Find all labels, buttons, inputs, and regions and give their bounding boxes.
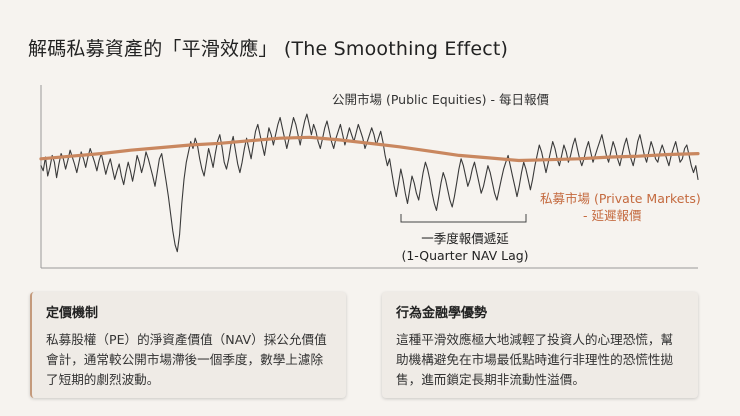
card-body: 私募股權（PE）的淨資產價值（NAV）採公允價值會計，通常較公開市場滯後一個季度… bbox=[46, 332, 327, 387]
card-heading: 行為金融學優勢 bbox=[396, 306, 488, 321]
lag-sublabel: (1-Quarter NAV Lag) bbox=[401, 248, 528, 263]
private-markets-line bbox=[39, 135, 700, 163]
card-heading: 定價機制 bbox=[46, 306, 99, 321]
public-equities-line bbox=[40, 113, 699, 253]
public-equities-label: 公開市場 (Public Equities) - 每日報價 bbox=[332, 92, 549, 107]
pricing-mechanism-card: 定價機制 私募股權（PE）的淨資產價值（NAV）採公允價值會計，通常較公開市場滯… bbox=[30, 292, 346, 398]
private-markets-sublabel: - 延遲報價 bbox=[583, 208, 642, 223]
card-body: 這種平滑效應極大地減輕了投資人的心理恐慌，幫助機構避免在市場最低點時進行非理性的… bbox=[396, 332, 674, 387]
private-markets-label: 私募市場 (Private Markets) bbox=[540, 191, 701, 206]
series-layer bbox=[39, 113, 700, 253]
page-title: 解碼私募資產的「平滑效應」 (The Smoothing Effect) bbox=[28, 38, 509, 60]
behavioral-finance-card: 行為金融學優勢 這種平滑效應極大地減輕了投資人的心理恐慌，幫助機構避免在市場最低… bbox=[382, 292, 698, 398]
lag-label: 一季度報價遞延 bbox=[421, 231, 509, 246]
lag-bracket bbox=[400, 214, 527, 223]
